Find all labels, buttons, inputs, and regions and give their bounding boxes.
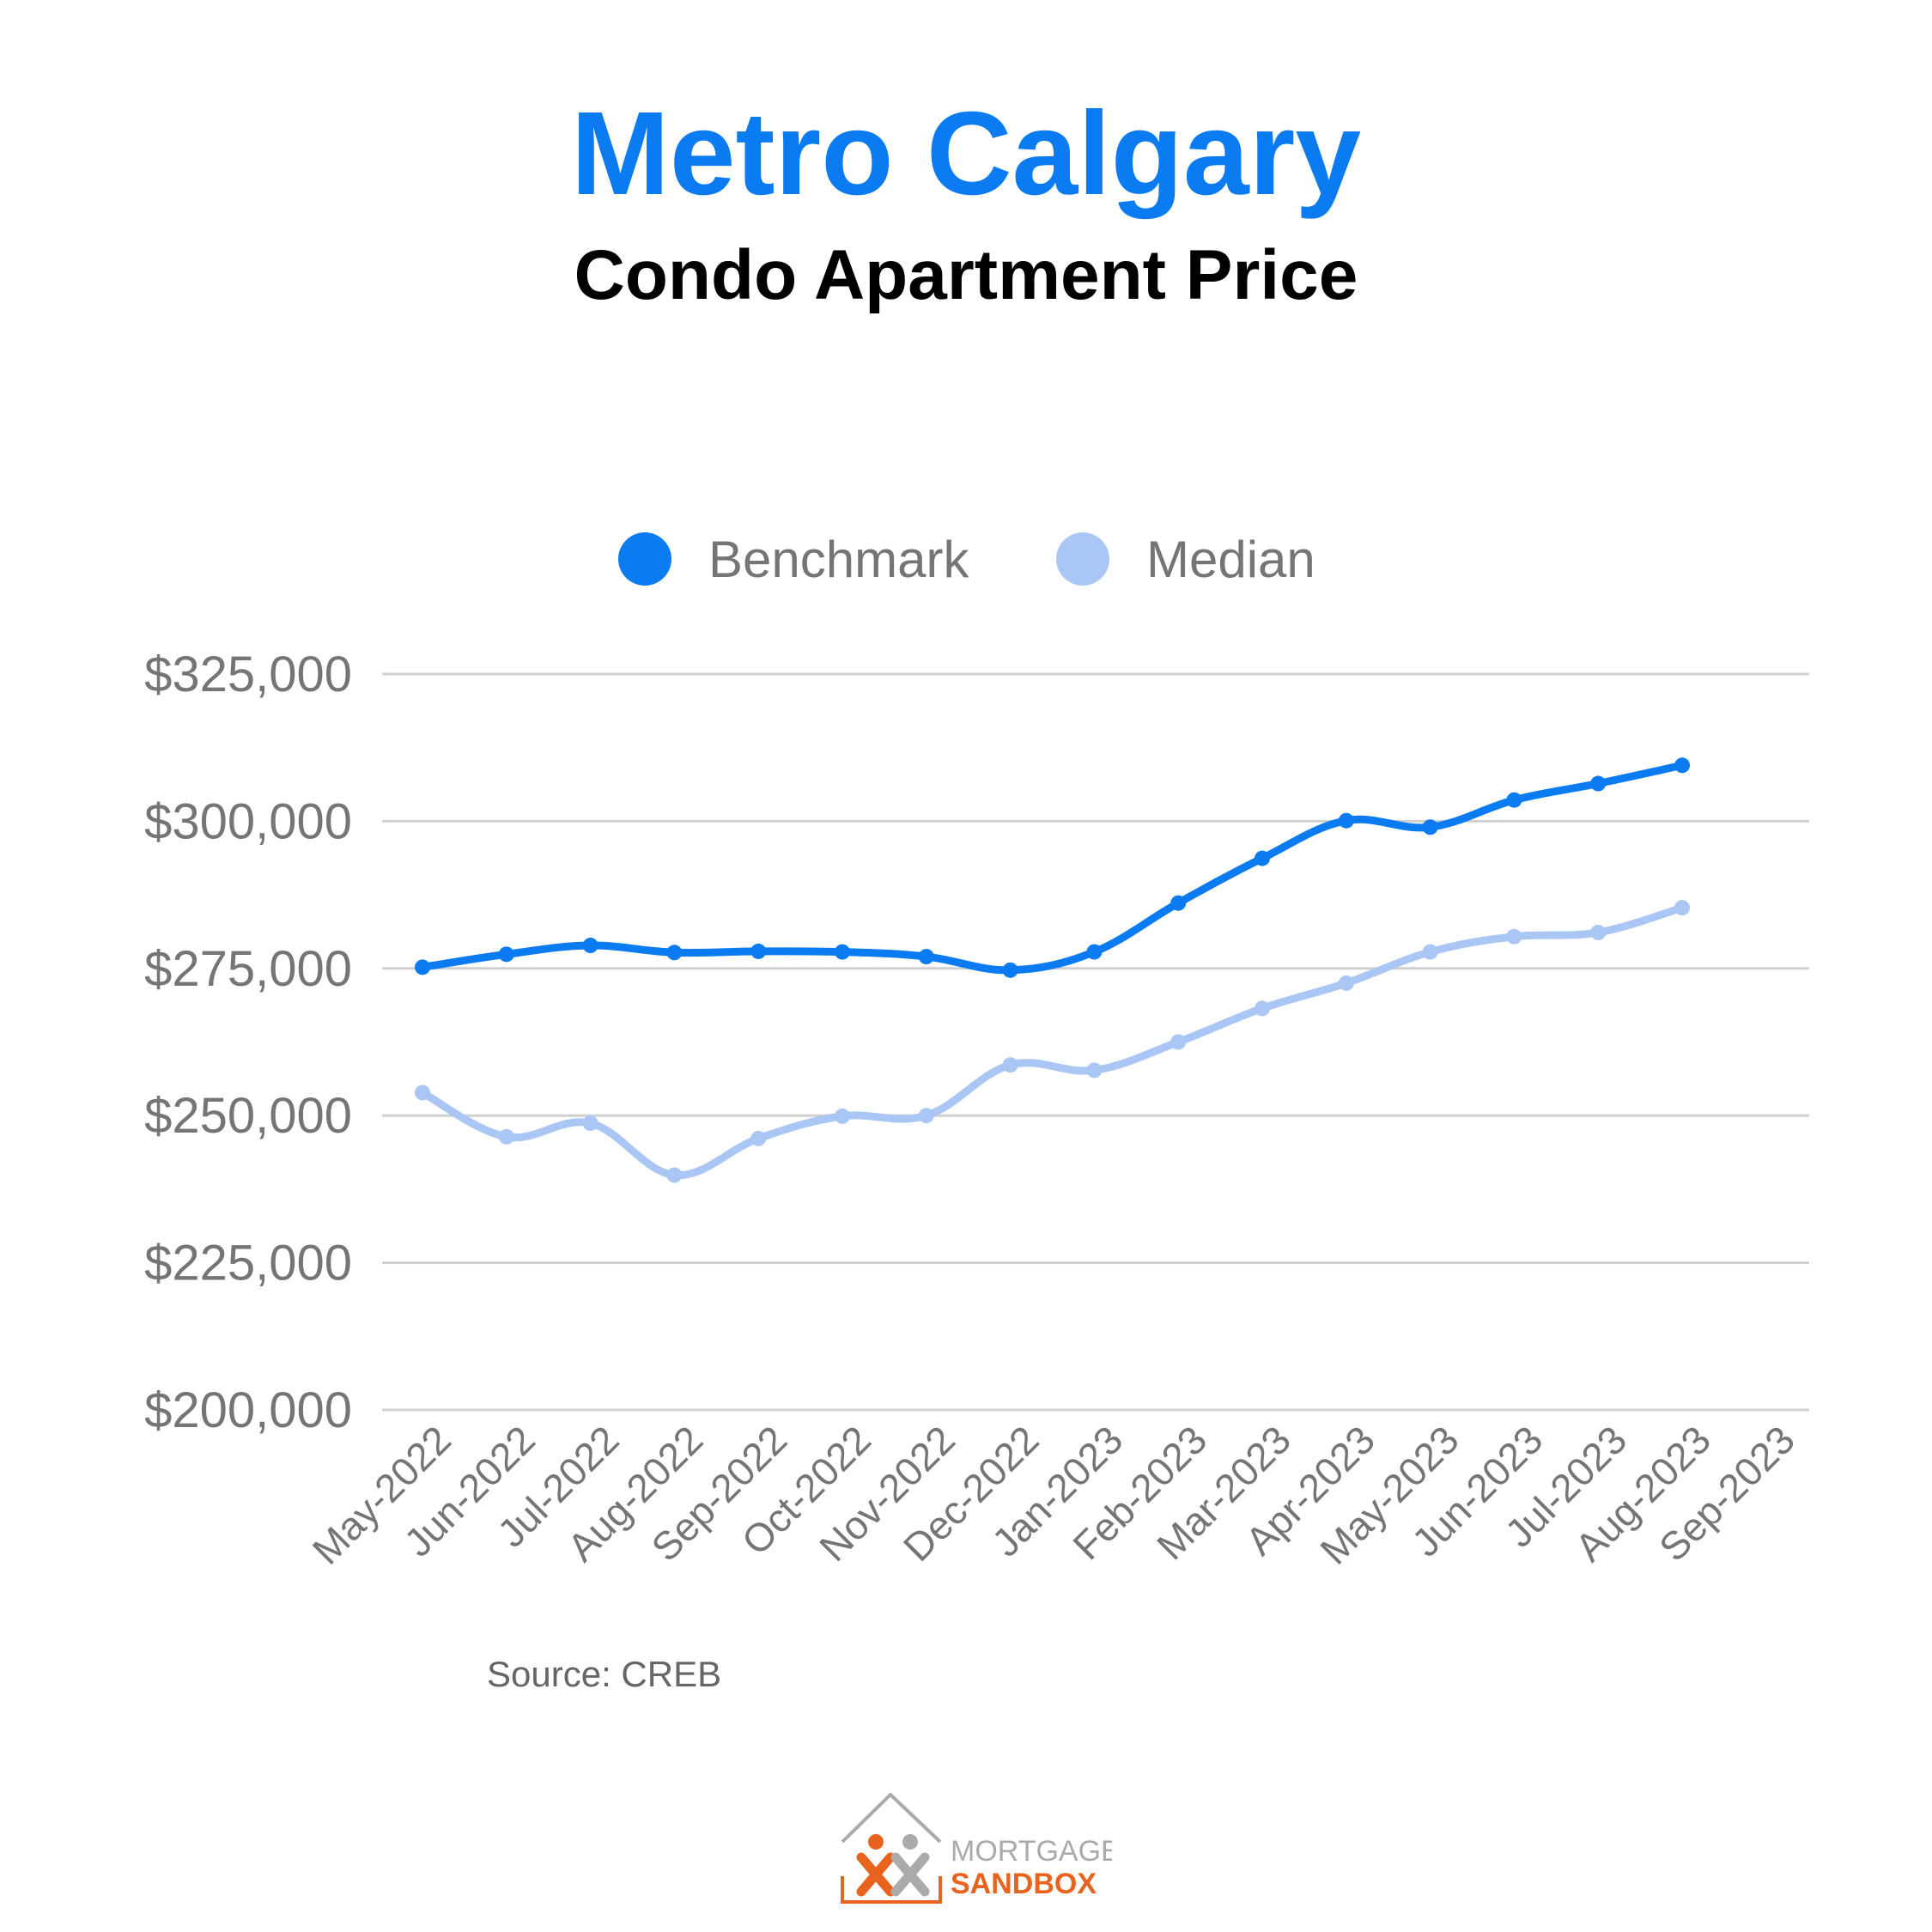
person-gray-icon [902, 1834, 918, 1850]
legend-item-median[interactable]: Median [1056, 531, 1315, 588]
data-point-median[interactable] [750, 1130, 767, 1146]
data-point-median[interactable] [415, 1084, 430, 1101]
data-point-median[interactable] [582, 1115, 598, 1132]
person-orange-icon [868, 1834, 884, 1850]
data-point-benchmark[interactable] [1002, 962, 1018, 978]
y-tick-label: $250,000 [144, 1088, 352, 1144]
data-point-median[interactable] [666, 1167, 683, 1183]
legend-marker-benchmark [618, 532, 671, 586]
data-point-median[interactable] [835, 1108, 850, 1124]
person-orange-body-icon [856, 1852, 896, 1897]
chart-title: Metro Calgary [570, 88, 1362, 220]
chart-subtitle: Condo Apartment Price [574, 236, 1358, 314]
logo-text-mortgage: MORTGAGE [951, 1835, 1112, 1868]
y-tick-label: $200,000 [144, 1382, 352, 1438]
data-point-benchmark[interactable] [1338, 812, 1354, 829]
data-point-median[interactable] [1002, 1057, 1018, 1073]
legend-marker-median [1056, 532, 1109, 586]
data-point-median[interactable] [1086, 1062, 1103, 1078]
data-point-benchmark[interactable] [582, 938, 598, 954]
person-gray-body-icon [890, 1852, 930, 1897]
data-point-benchmark[interactable] [918, 949, 934, 965]
legend: Benchmark Median [618, 531, 1315, 588]
y-tick-label: $275,000 [144, 941, 352, 997]
data-point-benchmark[interactable] [1086, 944, 1103, 960]
data-point-benchmark[interactable] [1674, 757, 1690, 774]
logo-text-sandbox: SANDBOX [951, 1868, 1097, 1900]
legend-label-median: Median [1146, 531, 1315, 588]
series [415, 757, 1690, 1183]
series-line-median [418, 903, 1686, 1179]
data-point-benchmark[interactable] [1255, 850, 1270, 866]
gridlines [382, 672, 1809, 1412]
y-tick-label: $300,000 [144, 793, 352, 849]
series-median [415, 900, 1690, 1183]
y-axis: $200,000 $225,000 $250,000 $275,000 $300,000… [144, 647, 352, 1438]
x-axis: May-2022Jun-2022Jul-2022Aug-2022Sep-2022… [304, 1417, 1803, 1572]
data-point-median[interactable] [1255, 1000, 1270, 1017]
data-point-median[interactable] [1170, 1034, 1187, 1050]
series-line-benchmark [418, 761, 1686, 975]
data-point-median[interactable] [1422, 944, 1438, 960]
source-note: Source: CREB [487, 1654, 722, 1694]
data-point-benchmark[interactable] [1590, 775, 1607, 792]
data-point-benchmark[interactable] [750, 943, 767, 959]
house-roof-icon [841, 1792, 942, 1844]
series-benchmark [415, 757, 1690, 978]
data-point-median[interactable] [1338, 975, 1354, 991]
data-point-benchmark[interactable] [498, 946, 514, 963]
data-point-median[interactable] [1506, 928, 1522, 945]
y-tick-label: $225,000 [144, 1236, 352, 1291]
data-point-median[interactable] [1674, 900, 1690, 916]
data-point-benchmark[interactable] [1506, 792, 1522, 808]
mortgage-sandbox-logo: MORTGAGE SANDBOX [841, 1792, 1112, 1904]
data-point-median[interactable] [918, 1108, 934, 1124]
data-point-benchmark[interactable] [1170, 895, 1187, 911]
data-point-benchmark[interactable] [666, 945, 683, 961]
data-point-median[interactable] [498, 1128, 514, 1145]
data-point-median[interactable] [1590, 924, 1607, 940]
data-point-benchmark[interactable] [835, 944, 850, 960]
data-point-benchmark[interactable] [1422, 819, 1438, 835]
y-tick-label: $325,000 [144, 647, 352, 702]
legend-item-benchmark[interactable]: Benchmark [618, 531, 969, 588]
bracket-icon [841, 1876, 942, 1904]
legend-label-benchmark: Benchmark [708, 531, 969, 588]
data-point-benchmark[interactable] [415, 959, 430, 975]
